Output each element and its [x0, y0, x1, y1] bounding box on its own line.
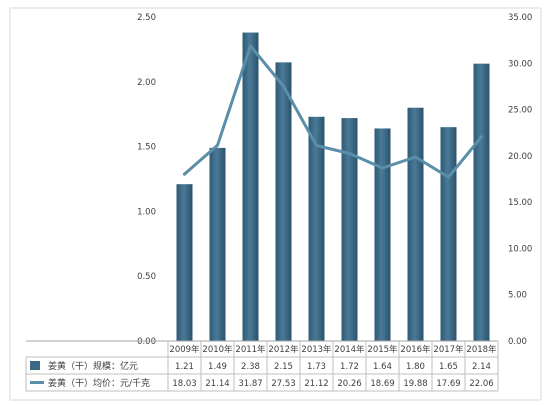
line-value-label: 21.14 — [205, 379, 229, 389]
bar — [440, 127, 457, 341]
line-value-label: 20.26 — [337, 379, 361, 389]
left-tick-label: 0.00 — [137, 337, 156, 347]
category-label: 2014年 — [334, 344, 365, 355]
line-value-label: 31.87 — [238, 379, 262, 389]
right-tick-label: 15.00 — [508, 198, 532, 208]
right-tick-label: 10.00 — [508, 244, 532, 254]
legend-label-line: 姜黄（干）均价：元/千克 — [48, 377, 150, 389]
category-label: 2017年 — [433, 344, 464, 355]
bar-value-label: 2.14 — [472, 362, 491, 372]
line-point — [480, 135, 483, 139]
left-tick-label: 2.50 — [137, 13, 156, 23]
line-value-label: 21.12 — [304, 379, 328, 389]
bar — [275, 62, 292, 342]
line-value-label: 17.69 — [436, 379, 460, 389]
right-tick-label: 5.00 — [508, 291, 527, 301]
category-label: 2016年 — [400, 344, 431, 355]
bar-value-label: 1.49 — [208, 362, 227, 372]
bar-value-label: 2.15 — [274, 362, 293, 372]
line-point — [249, 44, 252, 48]
bar — [176, 184, 193, 341]
bar-value-label: 2.38 — [241, 362, 260, 372]
right-tick-label: 30.00 — [508, 59, 532, 69]
bar-value-label: 1.72 — [340, 362, 359, 372]
bar-value-label: 1.21 — [175, 362, 194, 372]
right-tick-label: 25.00 — [508, 106, 532, 116]
line-point — [381, 166, 384, 170]
line-point — [216, 143, 219, 147]
line-point — [282, 84, 285, 88]
line-point — [414, 155, 417, 159]
bar — [341, 118, 358, 341]
category-label: 2013年 — [301, 344, 332, 355]
line-value-label: 27.53 — [271, 379, 295, 389]
price-line — [183, 44, 483, 179]
left-tick-label: 1.00 — [137, 207, 156, 217]
bar-value-label: 1.64 — [373, 362, 392, 372]
bar — [374, 128, 391, 341]
category-label: 2010年 — [202, 344, 233, 355]
left-tick-label: 2.00 — [137, 78, 156, 88]
bar-value-label: 1.73 — [307, 362, 326, 372]
right-tick-label: 35.00 — [508, 13, 532, 23]
data-table: 2009年 2010年 2011年 2012年 2013年 2014年 2015年 2016年… — [25, 340, 499, 392]
bar-series — [176, 32, 490, 342]
legend-label-bar: 姜黄（干）规模：亿元 — [48, 360, 138, 372]
category-label: 2012年 — [268, 344, 299, 355]
right-axis: 0.00 5.00 10.00 15.00 20.00 25.00 30.00 35.00 — [508, 13, 532, 347]
line-value-label: 18.03 — [172, 379, 196, 389]
line-series — [183, 44, 483, 179]
category-label: 2009年 — [169, 344, 200, 355]
bar-value-label: 1.65 — [439, 362, 458, 372]
category-label: 2015年 — [367, 344, 398, 355]
bar — [308, 116, 325, 342]
line-point — [447, 175, 450, 179]
line-value-label: 19.88 — [403, 379, 427, 389]
bar — [407, 107, 424, 341]
line-point — [183, 172, 186, 176]
bar-value-label: 1.80 — [406, 362, 425, 372]
right-tick-label: 0.00 — [508, 337, 527, 347]
category-label: 2011年 — [235, 344, 266, 355]
left-tick-label: 1.50 — [137, 143, 156, 153]
category-label: 2018年 — [466, 344, 497, 355]
legend-swatch-bar — [30, 361, 40, 370]
line-point — [348, 151, 351, 155]
line-value-label: 22.06 — [469, 379, 493, 389]
bar — [473, 63, 490, 341]
right-tick-label: 20.00 — [508, 152, 532, 162]
bar — [209, 147, 226, 341]
left-axis: 0.00 0.50 1.00 1.50 2.00 2.50 — [137, 13, 156, 347]
line-point — [315, 143, 318, 147]
bar — [242, 32, 259, 341]
left-tick-label: 0.50 — [137, 272, 156, 282]
line-value-label: 18.69 — [370, 379, 394, 389]
